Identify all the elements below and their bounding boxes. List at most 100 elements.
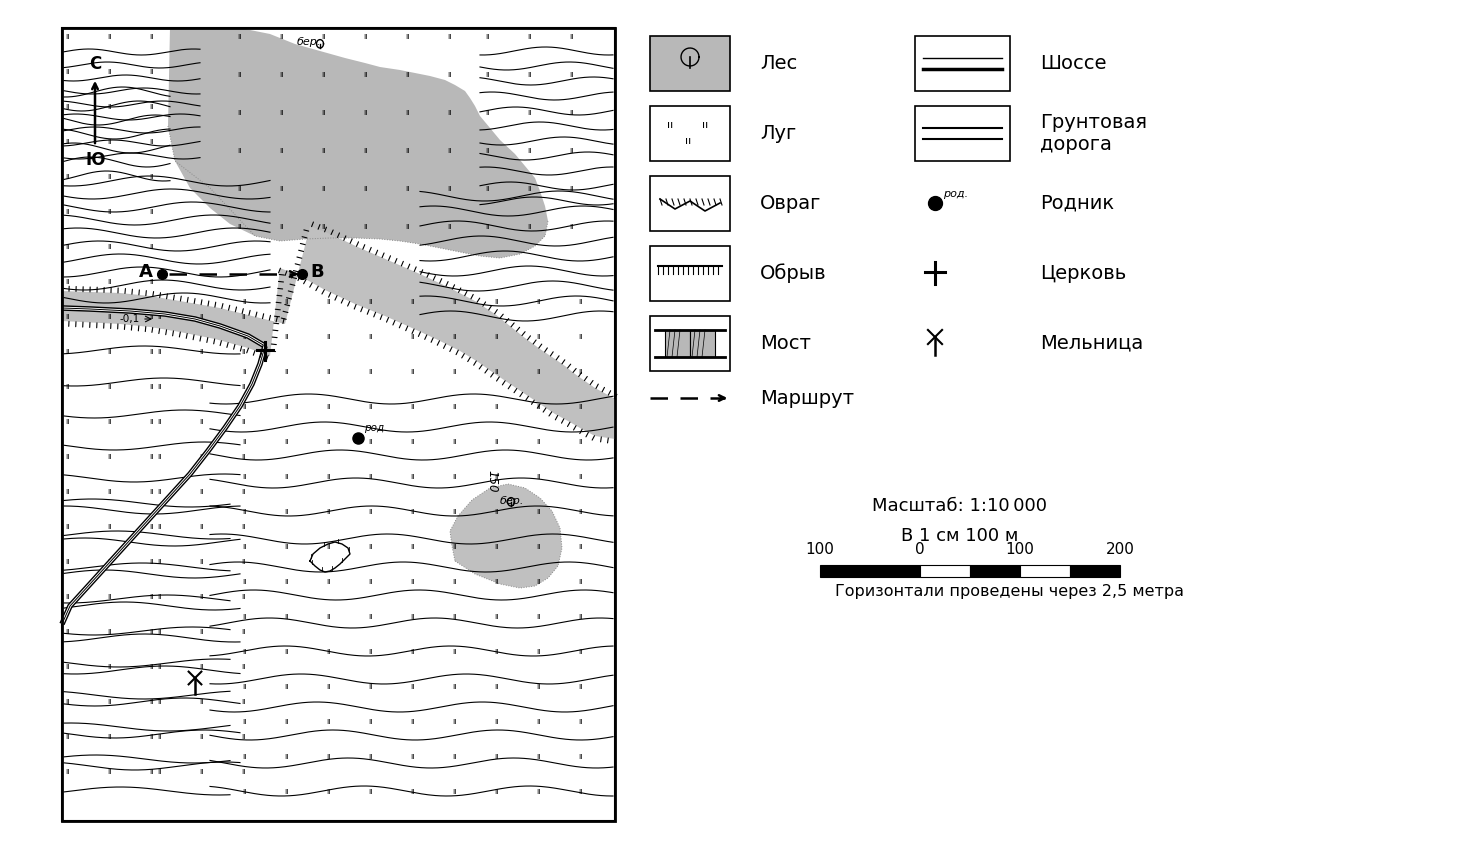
Text: Овраг: Овраг bbox=[761, 194, 821, 212]
Text: ıı: ıı bbox=[537, 576, 541, 585]
Text: ıı: ıı bbox=[579, 717, 584, 726]
Text: ıı: ıı bbox=[570, 31, 575, 41]
Text: ıı: ıı bbox=[243, 471, 248, 481]
Text: Церковь: Церковь bbox=[1041, 263, 1126, 283]
Text: ıı: ıı bbox=[368, 507, 373, 515]
Text: ıı: ıı bbox=[284, 402, 289, 410]
Text: ıı: ıı bbox=[108, 486, 112, 496]
Text: ıı: ıı bbox=[150, 382, 155, 391]
Text: ıı: ıı bbox=[284, 507, 289, 515]
Text: ıı: ıı bbox=[453, 717, 457, 726]
Text: ıı: ıı bbox=[321, 184, 326, 193]
Polygon shape bbox=[450, 484, 562, 588]
Text: ıı: ıı bbox=[411, 296, 416, 305]
Text: ıı: ıı bbox=[579, 366, 584, 376]
Text: ıı: ıı bbox=[108, 591, 112, 601]
Text: ıı: ıı bbox=[321, 31, 326, 41]
Text: ıı: ıı bbox=[284, 682, 289, 690]
Text: ıı: ıı bbox=[368, 541, 373, 551]
Text: ıı: ıı bbox=[537, 682, 541, 690]
Text: ıı: ıı bbox=[327, 717, 332, 726]
Text: ıı: ıı bbox=[242, 766, 246, 776]
Text: ıı: ıı bbox=[368, 682, 373, 690]
Text: ıı: ıı bbox=[368, 576, 373, 585]
Text: -0,1: -0,1 bbox=[119, 314, 140, 324]
Text: ıı: ıı bbox=[158, 696, 162, 706]
Text: ıı: ıı bbox=[368, 787, 373, 795]
Text: ıı: ıı bbox=[66, 766, 71, 776]
Text: ıı: ıı bbox=[448, 31, 453, 41]
Text: Ю: Ю bbox=[85, 151, 105, 169]
Text: Маршрут: Маршрут bbox=[761, 388, 853, 408]
Text: ıı: ıı bbox=[495, 787, 500, 795]
Text: ıı: ıı bbox=[453, 471, 457, 481]
Bar bbox=[62, 28, 615, 821]
Text: ıı: ıı bbox=[537, 751, 541, 761]
Text: ıı: ıı bbox=[537, 787, 541, 795]
Text: ıı: ıı bbox=[66, 696, 71, 706]
Text: ıı: ıı bbox=[108, 172, 112, 180]
Text: ıı: ıı bbox=[280, 146, 284, 155]
Text: ıı: ıı bbox=[327, 751, 332, 761]
Text: ıı: ıı bbox=[537, 437, 541, 446]
Text: ıı: ıı bbox=[411, 332, 416, 340]
Text: ıı: ıı bbox=[327, 541, 332, 551]
Text: род.: род. bbox=[943, 189, 968, 199]
Text: ıı: ıı bbox=[108, 136, 112, 146]
Text: ıı: ıı bbox=[453, 507, 457, 515]
Text: ıı: ıı bbox=[486, 69, 491, 79]
Text: ıı: ıı bbox=[284, 471, 289, 481]
Text: ıı: ıı bbox=[66, 277, 71, 285]
Bar bbox=[920, 565, 970, 577]
Text: ıı: ıı bbox=[579, 541, 584, 551]
Text: ıı: ıı bbox=[243, 332, 248, 340]
Text: ıı: ıı bbox=[150, 452, 155, 460]
Text: ıı: ıı bbox=[411, 682, 416, 690]
Text: ıı: ıı bbox=[453, 576, 457, 585]
Text: ıı: ıı bbox=[495, 366, 500, 376]
Text: 100: 100 bbox=[1005, 542, 1035, 557]
Text: ıı: ıı bbox=[448, 107, 453, 117]
Text: ıı: ıı bbox=[150, 31, 155, 41]
Text: ıı: ıı bbox=[495, 296, 500, 305]
Text: ıı: ıı bbox=[108, 382, 112, 391]
Text: ıı: ıı bbox=[108, 766, 112, 776]
Text: ıı: ıı bbox=[243, 402, 248, 410]
Text: ıı: ıı bbox=[453, 437, 457, 446]
Text: ıı: ıı bbox=[150, 557, 155, 565]
Text: ıı: ıı bbox=[284, 296, 289, 305]
Text: ıı: ıı bbox=[528, 146, 532, 155]
Text: ıı: ıı bbox=[327, 296, 332, 305]
Text: ıı: ıı bbox=[327, 332, 332, 340]
Text: ıı: ıı bbox=[453, 296, 457, 305]
Text: ıı: ıı bbox=[411, 787, 416, 795]
Text: ıı: ıı bbox=[158, 416, 162, 426]
Text: ıı: ıı bbox=[453, 366, 457, 376]
Text: ıı: ıı bbox=[108, 67, 112, 75]
Bar bbox=[1020, 565, 1070, 577]
Text: ıı: ıı bbox=[453, 541, 457, 551]
Text: ıı: ıı bbox=[448, 184, 453, 193]
Text: ıı: ıı bbox=[150, 521, 155, 530]
Text: В 1 см 100 м: В 1 см 100 м bbox=[901, 527, 1019, 545]
Text: ıı: ıı bbox=[579, 507, 584, 515]
Text: ıı: ıı bbox=[405, 31, 410, 41]
Text: ıı: ıı bbox=[243, 541, 248, 551]
Text: ıı: ıı bbox=[158, 732, 162, 740]
Text: ıı: ıı bbox=[243, 296, 248, 305]
Text: ıı: ıı bbox=[579, 471, 584, 481]
Text: ıı: ıı bbox=[200, 486, 205, 496]
Text: ıı: ıı bbox=[495, 541, 500, 551]
Bar bbox=[870, 565, 920, 577]
Text: ıı: ıı bbox=[158, 486, 162, 496]
Text: ıı: ıı bbox=[158, 521, 162, 530]
Text: ıı: ıı bbox=[242, 347, 246, 355]
Text: род.: род. bbox=[364, 423, 388, 433]
Text: ıı: ıı bbox=[284, 787, 289, 795]
Text: ıı: ıı bbox=[537, 612, 541, 620]
Text: ıı: ıı bbox=[495, 646, 500, 656]
Text: ıı: ıı bbox=[368, 332, 373, 340]
Text: ıı: ıı bbox=[411, 366, 416, 376]
Text: ıı: ıı bbox=[486, 184, 491, 193]
Text: ıı: ıı bbox=[66, 627, 71, 635]
